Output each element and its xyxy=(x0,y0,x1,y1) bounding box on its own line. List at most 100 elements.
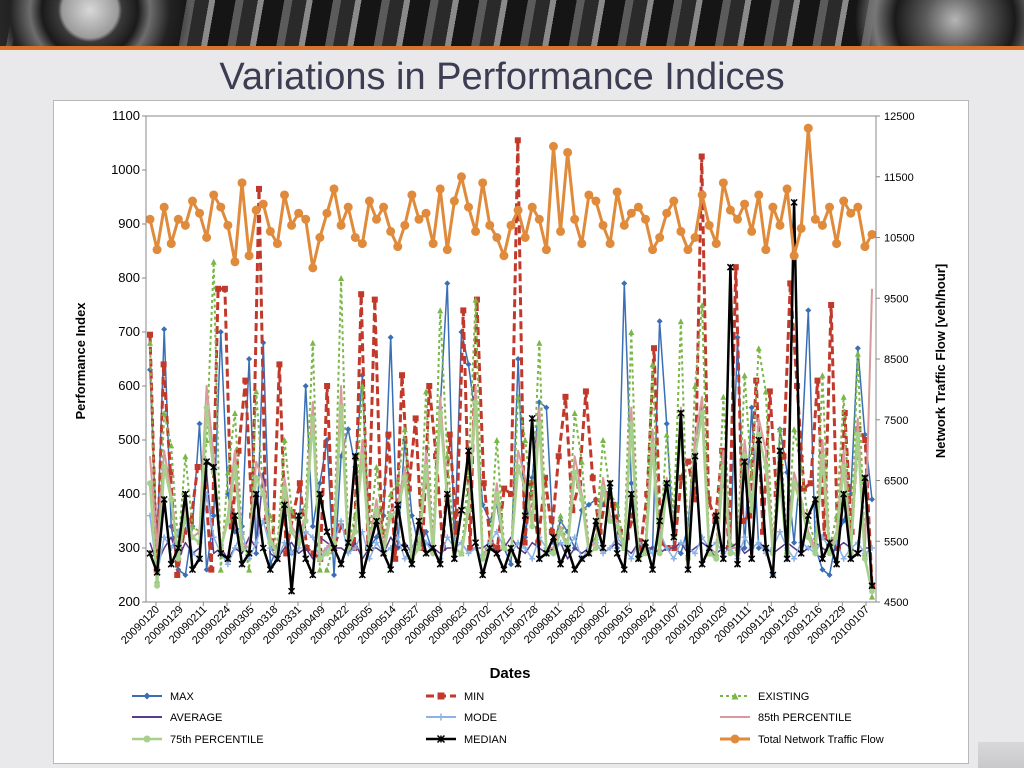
data-point-total-network-traffic-flow xyxy=(308,263,318,273)
data-point-min xyxy=(358,291,365,298)
data-point-75th-percentile xyxy=(253,474,260,481)
data-point-total-network-traffic-flow xyxy=(846,208,856,218)
data-point-total-network-traffic-flow xyxy=(718,178,728,188)
data-point-median xyxy=(592,517,600,525)
chart-container: 200 300 400 500 600 700 800 900 1000 1100 4500 5500… xyxy=(53,100,969,764)
data-point-existing xyxy=(854,350,861,357)
data-point-mode xyxy=(352,545,359,551)
data-point-existing xyxy=(776,426,783,433)
data-point-median xyxy=(542,549,550,557)
data-point-75th-percentile xyxy=(231,464,238,470)
data-point-median xyxy=(684,566,692,574)
data-point-75th-percentile xyxy=(203,404,210,411)
data-point-min xyxy=(467,545,474,551)
data-point-mode xyxy=(600,550,607,557)
data-point-existing xyxy=(472,296,479,303)
data-point-median xyxy=(394,501,402,509)
legend-marker-75th-percentile xyxy=(143,735,151,743)
y-left-tick-label: 1100 xyxy=(112,108,140,123)
data-point-75th-percentile xyxy=(812,550,819,557)
data-point-min xyxy=(208,566,215,573)
data-point-75th-percentile xyxy=(281,485,288,492)
data-point-existing xyxy=(677,318,684,325)
data-point-median xyxy=(564,544,572,552)
data-point-median xyxy=(804,512,812,520)
data-point-max xyxy=(203,566,210,573)
data-point-75th-percentile xyxy=(748,507,755,514)
data-point-75th-percentile xyxy=(387,512,394,519)
legend-item-max: MAX xyxy=(132,691,195,703)
data-point-median xyxy=(351,452,359,460)
data-point-75th-percentile xyxy=(628,420,635,427)
data-point-median xyxy=(557,560,565,568)
data-point-mode xyxy=(210,534,217,541)
data-point-median xyxy=(649,566,657,574)
data-point-total-network-traffic-flow xyxy=(258,199,268,209)
data-point-mode xyxy=(776,528,783,535)
data-point-total-network-traffic-flow xyxy=(520,233,530,242)
data-point-median xyxy=(372,517,381,525)
data-point-existing xyxy=(401,426,408,433)
data-point-75th-percentile xyxy=(316,555,323,562)
data-point-75th-percentile xyxy=(791,480,798,487)
data-point-75th-percentile xyxy=(309,415,316,422)
data-point-median xyxy=(656,517,664,525)
data-point-median xyxy=(613,549,621,557)
data-point-max xyxy=(182,572,189,578)
data-point-total-network-traffic-flow xyxy=(202,233,212,242)
data-point-total-network-traffic-flow xyxy=(655,233,665,242)
data-point-median xyxy=(344,539,352,547)
data-point-min xyxy=(514,137,521,144)
data-point-min xyxy=(705,496,712,503)
data-point-75th-percentile xyxy=(826,550,833,557)
data-point-existing xyxy=(762,388,769,395)
y-axis-left-label: Performance Index xyxy=(73,302,88,420)
data-point-min xyxy=(296,480,303,487)
data-point-existing xyxy=(182,453,189,460)
data-point-existing xyxy=(649,361,656,368)
data-point-total-network-traffic-flow xyxy=(506,220,516,230)
data-point-min xyxy=(780,453,787,460)
data-point-existing xyxy=(791,426,798,433)
data-point-min xyxy=(828,302,835,308)
data-point-max xyxy=(621,280,628,287)
data-point-mode xyxy=(231,545,238,551)
data-point-median xyxy=(337,560,345,568)
data-point-max xyxy=(161,326,168,333)
data-point-total-network-traffic-flow xyxy=(761,245,771,255)
data-point-75th-percentile xyxy=(189,534,196,541)
data-point-mode xyxy=(571,534,578,541)
data-point-existing xyxy=(699,302,706,308)
data-point-total-network-traffic-flow xyxy=(372,214,382,224)
data-point-median xyxy=(167,560,175,568)
data-point-75th-percentile xyxy=(373,507,380,514)
data-point-total-network-traffic-flow xyxy=(407,190,417,200)
data-point-min xyxy=(480,480,487,487)
data-point-total-network-traffic-flow xyxy=(789,251,799,261)
data-point-existing xyxy=(423,388,430,395)
legend-item-85th-percentile: 85th PERCENTILE xyxy=(720,712,852,724)
data-point-min xyxy=(862,437,869,443)
data-point-existing xyxy=(493,437,500,443)
data-point-median xyxy=(606,479,614,487)
data-point-total-network-traffic-flow xyxy=(329,184,339,194)
data-point-median xyxy=(238,560,246,568)
data-point-existing xyxy=(522,437,529,443)
legend-marker-min xyxy=(437,692,445,700)
data-point-total-network-traffic-flow xyxy=(294,208,304,218)
data-point-mode xyxy=(557,539,564,546)
data-point-median xyxy=(811,495,819,503)
data-point-mode xyxy=(677,539,684,546)
data-point-max xyxy=(217,329,224,335)
data-point-75th-percentile xyxy=(415,545,422,551)
data-point-min xyxy=(508,491,514,497)
data-point-median xyxy=(585,549,593,557)
data-point-existing xyxy=(515,393,522,400)
data-point-existing xyxy=(387,491,394,497)
data-point-median xyxy=(217,549,225,557)
legend-item-min: MIN xyxy=(426,691,484,703)
y-right-tick-label: 5500 xyxy=(884,536,908,548)
data-point-median xyxy=(677,409,685,417)
data-point-min xyxy=(371,296,378,303)
data-point-median xyxy=(762,544,770,552)
